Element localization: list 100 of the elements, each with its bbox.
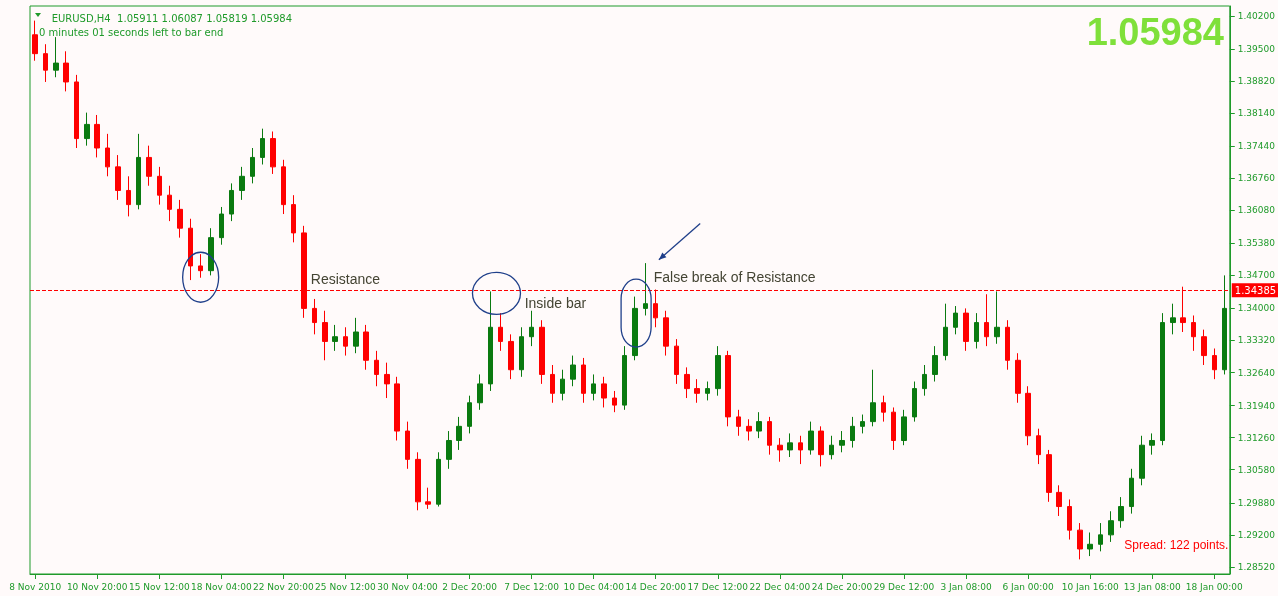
candlestick xyxy=(1036,428,1041,465)
x-tick-label: 25 Nov 12:00 xyxy=(315,581,377,592)
y-tick-label: 1.32640 xyxy=(1237,367,1276,378)
y-tick-label: 1.31940 xyxy=(1237,400,1276,411)
candlestick xyxy=(1087,531,1093,557)
candlestick xyxy=(1056,484,1062,517)
x-tick-label: 18 Nov 04:00 xyxy=(191,581,252,592)
candlestick xyxy=(1067,498,1072,541)
annotation: Inside bar xyxy=(524,294,587,311)
candlestick xyxy=(581,357,586,404)
candlestick xyxy=(756,411,762,439)
candlestick xyxy=(467,395,472,434)
candlestick xyxy=(477,373,483,411)
x-tick-label: 6 Jan 00:00 xyxy=(1002,581,1054,592)
candlestick xyxy=(94,114,100,158)
y-tick-label: 1.28520 xyxy=(1237,561,1276,572)
x-tick-label: 22 Dec 04:00 xyxy=(749,581,811,592)
candlestick xyxy=(322,310,328,361)
x-tick-label: 22 Nov 20:00 xyxy=(253,581,315,592)
candlestick xyxy=(508,333,514,380)
candlestick xyxy=(818,425,824,467)
y-tick-label: 1.39500 xyxy=(1237,43,1276,54)
candlestick xyxy=(694,378,700,404)
y-tick-label: 1.29880 xyxy=(1237,497,1276,508)
annotation: Resistance xyxy=(310,271,381,288)
candlestick xyxy=(736,409,741,437)
candlestick xyxy=(498,312,503,352)
candlestick xyxy=(332,324,338,352)
candlestick xyxy=(1170,303,1176,335)
candlestick xyxy=(312,298,317,335)
candlestick xyxy=(1098,522,1103,552)
x-tick-label: 10 Jan 16:00 xyxy=(1061,581,1119,592)
candlestick xyxy=(425,487,431,510)
candlestick xyxy=(1191,314,1196,352)
candlestick xyxy=(219,206,224,246)
candlestick xyxy=(84,112,90,147)
candlestick xyxy=(870,369,876,427)
candlestick xyxy=(436,451,441,508)
candlestick xyxy=(456,416,462,451)
x-tick-label: 7 Dec 12:00 xyxy=(504,581,560,592)
y-tick-label: 1.36760 xyxy=(1237,173,1276,184)
candlestick xyxy=(291,194,296,243)
candlestick xyxy=(1222,274,1227,375)
candlestick xyxy=(1149,432,1155,456)
candlestick xyxy=(963,307,969,352)
y-tick-label: 1.29200 xyxy=(1237,529,1276,540)
candlestick xyxy=(798,435,803,465)
candlestick xyxy=(32,20,38,62)
y-tick-label: 1.34000 xyxy=(1237,303,1276,314)
y-tick-label: 1.30580 xyxy=(1237,464,1276,475)
candlestick xyxy=(1201,329,1207,366)
candlestick xyxy=(560,369,565,401)
candlestick xyxy=(622,345,627,411)
candlestick xyxy=(974,312,979,349)
candlestick xyxy=(643,262,648,316)
x-tick-label: 14 Dec 20:00 xyxy=(625,581,687,592)
candlestick xyxy=(891,406,896,451)
candlestick xyxy=(250,147,255,184)
candlestick xyxy=(177,199,183,239)
candlestick xyxy=(146,145,152,187)
candlestick xyxy=(1129,468,1134,515)
candlestick xyxy=(208,227,214,276)
y-tick-label: 1.38140 xyxy=(1237,108,1276,119)
x-tick-label: 10 Dec 04:00 xyxy=(563,581,625,592)
x-tick-label: 3 Jan 08:00 xyxy=(940,581,992,592)
candlestick xyxy=(1005,319,1010,371)
annotation: False break of Resistance xyxy=(653,269,816,286)
candlestick xyxy=(1046,449,1052,503)
x-tick-label: 29 Dec 12:00 xyxy=(873,581,935,592)
candlestick xyxy=(725,350,731,427)
candlestick xyxy=(270,130,276,175)
candlestick xyxy=(663,310,669,357)
candlestick xyxy=(384,362,390,399)
candlestick xyxy=(674,338,679,385)
x-tick-label: 18 Jan 00:00 xyxy=(1185,581,1244,592)
candlestick xyxy=(943,303,948,361)
candlestick xyxy=(53,36,59,78)
y-tick-label: 1.33320 xyxy=(1237,335,1276,346)
candlestick xyxy=(922,364,927,397)
candlestick xyxy=(984,293,989,347)
candlestick xyxy=(777,437,783,463)
candlestick xyxy=(188,218,193,281)
candlestick xyxy=(1212,348,1217,380)
text: 0 minutes 01 seconds left to bar end xyxy=(39,26,224,38)
candlestick xyxy=(167,185,172,222)
candlestick xyxy=(901,409,907,446)
candlestick xyxy=(1108,510,1114,543)
candlestick xyxy=(374,350,379,387)
candlestick xyxy=(850,416,855,449)
candlestick xyxy=(1118,496,1124,529)
candlestick xyxy=(43,43,48,83)
candlestick xyxy=(860,414,865,434)
candlestick xyxy=(1015,352,1021,404)
y-tick-label: 1.34700 xyxy=(1237,270,1276,281)
candlestick xyxy=(715,345,721,397)
y-tick-label: 1.36080 xyxy=(1237,205,1276,216)
candlestick xyxy=(136,133,141,210)
candlestick xyxy=(612,390,617,413)
candlestick xyxy=(1025,385,1031,446)
candlestick xyxy=(405,421,410,470)
